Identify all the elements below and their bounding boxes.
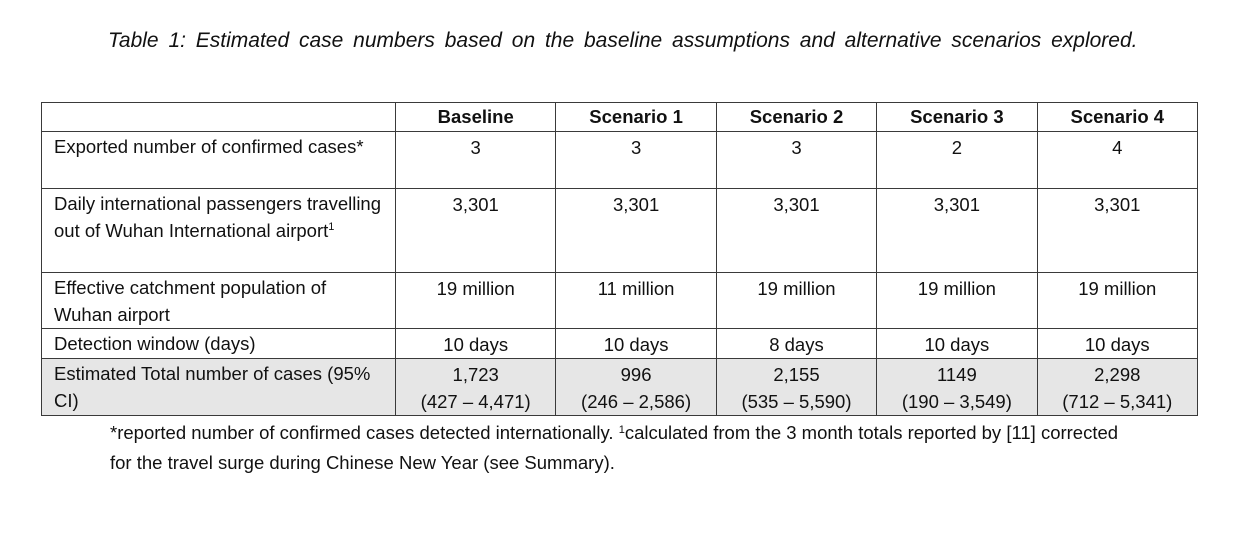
table-cell: 10 days — [394, 328, 557, 359]
table-row: Detection window (days) 10 days 10 days … — [41, 328, 1199, 359]
header-empty — [41, 102, 396, 132]
footnote-text-2: calculated from the 3 month totals repor… — [110, 422, 1119, 473]
estimate-value: 1149 — [936, 364, 977, 385]
row-label-text: Estimated Total number of cases (95% CI) — [54, 363, 371, 411]
row-label: Effective catchment population of Wuhan … — [41, 272, 396, 329]
table-cell: 3,301 — [1036, 188, 1199, 273]
table-footnote: *reported number of confirmed cases dete… — [110, 418, 1120, 478]
table-cell: 3,301 — [876, 188, 1038, 273]
row-label-text: Exported number of confirmed cases* — [54, 136, 364, 157]
footnote-text-1: *reported number of confirmed cases dete… — [110, 422, 619, 443]
table-cell: 19 million — [1036, 272, 1199, 329]
header-scenario-3: Scenario 3 — [876, 102, 1038, 132]
table-cell: 10 days — [1036, 328, 1199, 359]
row-label: Exported number of confirmed cases* — [41, 131, 396, 189]
table-cell: 10 days — [555, 328, 717, 359]
estimate-value: 2,155 — [773, 364, 820, 385]
table-cell: 1,723 (427 – 4,471) — [394, 358, 557, 416]
table-caption: Table 1: Estimated case numbers based on… — [108, 29, 1138, 52]
table-cell: 1149 (190 – 3,549) — [876, 358, 1038, 416]
table-cell: 19 million — [394, 272, 557, 329]
table-cell: 19 million — [876, 272, 1038, 329]
table-cell: 3,301 — [715, 188, 878, 273]
row-label: Detection window (days) — [41, 328, 396, 359]
table-cell: 3,301 — [394, 188, 557, 273]
table-cell: 3,301 — [555, 188, 717, 273]
estimate-value: 1,723 — [452, 364, 499, 385]
table-row: Effective catchment population of Wuhan … — [41, 272, 1199, 329]
row-label: Estimated Total number of cases (95% CI) — [41, 358, 396, 416]
estimate-value: 2,298 — [1094, 364, 1141, 385]
table-cell: 2,155 (535 – 5,590) — [715, 358, 878, 416]
table-cell: 11 million — [555, 272, 717, 329]
case-estimates-table: Baseline Scenario 1 Scenario 2 Scenario … — [41, 102, 1199, 416]
table-cell: 2 — [876, 131, 1038, 189]
table-cell: 4 — [1036, 131, 1199, 189]
estimate-value: 996 — [620, 364, 652, 385]
table-cell: 8 days — [715, 328, 878, 359]
footnote-marker: 1 — [328, 221, 335, 233]
table-row: Daily international passengers travellin… — [41, 188, 1199, 273]
table-row: Exported number of confirmed cases* 3 3 … — [41, 131, 1199, 189]
table-cell: 3 — [394, 131, 557, 189]
footnote-marker: 1 — [618, 424, 625, 436]
header-scenario-4: Scenario 4 — [1036, 102, 1199, 132]
confidence-interval: (190 – 3,549) — [901, 391, 1012, 412]
row-label: Daily international passengers travellin… — [41, 188, 396, 273]
confidence-interval: (246 – 2,586) — [581, 391, 692, 412]
table-cell: 3 — [555, 131, 717, 189]
table-header-row: Baseline Scenario 1 Scenario 2 Scenario … — [41, 102, 1199, 132]
confidence-interval: (427 – 4,471) — [420, 391, 531, 412]
table-row-total: Estimated Total number of cases (95% CI)… — [41, 358, 1199, 416]
header-scenario-2: Scenario 2 — [715, 102, 878, 132]
row-label-text: Detection window (days) — [54, 333, 256, 354]
table-cell: 3 — [715, 131, 878, 189]
table-cell: 10 days — [876, 328, 1038, 359]
row-label-text: Daily international passengers travellin… — [54, 193, 382, 241]
table-cell: 996 (246 – 2,586) — [555, 358, 717, 416]
header-scenario-1: Scenario 1 — [555, 102, 717, 132]
table-cell: 19 million — [715, 272, 878, 329]
confidence-interval: (535 – 5,590) — [741, 391, 852, 412]
row-label-text: Effective catchment population of Wuhan … — [54, 277, 327, 325]
confidence-interval: (712 – 5,341) — [1062, 391, 1173, 412]
table-cell: 2,298 (712 – 5,341) — [1036, 358, 1199, 416]
header-baseline: Baseline — [394, 102, 557, 132]
